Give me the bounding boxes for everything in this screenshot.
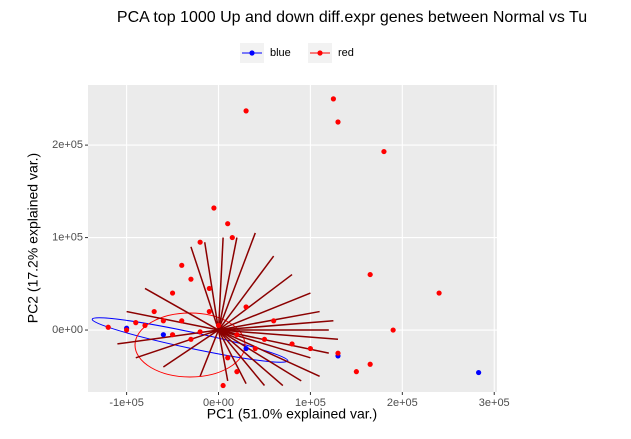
loading-arrow [217, 255, 275, 331]
point [197, 239, 203, 245]
point [234, 369, 240, 375]
point [197, 329, 203, 335]
point [179, 262, 185, 268]
legend-dot [317, 50, 323, 56]
loading-arrow [218, 320, 334, 331]
point [142, 322, 148, 329]
red-ellipse [134, 312, 246, 378]
point [243, 108, 249, 114]
loading-arrow [135, 329, 219, 359]
point [330, 96, 336, 102]
point [151, 308, 157, 315]
loading-arrow [217, 329, 266, 387]
point [243, 345, 249, 352]
point [353, 369, 359, 375]
loading-arrow [217, 237, 224, 331]
point [289, 341, 295, 347]
point [206, 308, 212, 315]
loading-arrow [190, 246, 220, 331]
point [252, 345, 258, 352]
loading-arrow [218, 329, 311, 359]
point [390, 327, 396, 333]
point [160, 318, 166, 324]
point [225, 221, 231, 227]
blue-ellipse [91, 317, 289, 363]
loading-arrow [217, 329, 247, 385]
x-tick-label: 0e+00 [203, 397, 234, 409]
point [436, 290, 442, 296]
point [229, 234, 235, 241]
x-tick-label: -1e+05 [109, 397, 144, 409]
point [169, 332, 176, 338]
point [307, 345, 314, 352]
point [179, 318, 185, 324]
legend-label: blue [270, 47, 291, 59]
y-tick-label: 1e+05 [52, 231, 83, 243]
y-axis-label: PC2 (17.2% explained var.) [25, 153, 41, 323]
loading-arrow [217, 329, 229, 382]
point [188, 276, 194, 282]
point [105, 324, 111, 330]
point [243, 304, 249, 310]
point [133, 320, 139, 326]
point [225, 355, 231, 361]
x-axis-label: PC1 (51.0% explained var.) [207, 406, 377, 422]
loading-arrow [144, 287, 219, 331]
point [271, 318, 277, 324]
point [211, 205, 217, 211]
point [367, 271, 373, 278]
point [261, 336, 268, 342]
point [220, 382, 226, 389]
point [335, 119, 341, 125]
loading-arrow [217, 232, 256, 331]
legend-label: red [338, 47, 354, 59]
y-tick-label: 2e+05 [52, 139, 83, 151]
point [160, 332, 166, 338]
loading-arrow [218, 329, 302, 382]
loading-arrow [217, 237, 238, 331]
point [169, 290, 176, 296]
loading-arrow [199, 329, 220, 377]
loading-arrow [218, 292, 311, 331]
point [381, 148, 387, 155]
loading-arrow [218, 329, 320, 377]
point [234, 332, 240, 338]
loading-arrow [218, 329, 339, 341]
point [476, 369, 482, 376]
loading-arrow [218, 329, 284, 387]
point [124, 327, 130, 333]
x-tick-label: 3e+05 [479, 397, 510, 409]
y-tick-label: 0e+00 [52, 324, 83, 336]
point [215, 322, 222, 329]
point [206, 285, 212, 292]
point [188, 336, 194, 342]
legend-dot [249, 50, 255, 56]
loading-arrow [218, 273, 293, 331]
loading-arrow [218, 310, 320, 331]
x-tick-label: 1e+05 [295, 397, 326, 409]
loading-arrow [162, 329, 219, 368]
chart-title: PCA top 1000 Up and down diff.expr genes… [117, 9, 587, 26]
loading-arrow [126, 310, 219, 331]
point [335, 350, 341, 356]
x-tick-label: 2e+05 [387, 397, 418, 409]
point [367, 361, 373, 367]
loading-arrow [203, 242, 220, 331]
